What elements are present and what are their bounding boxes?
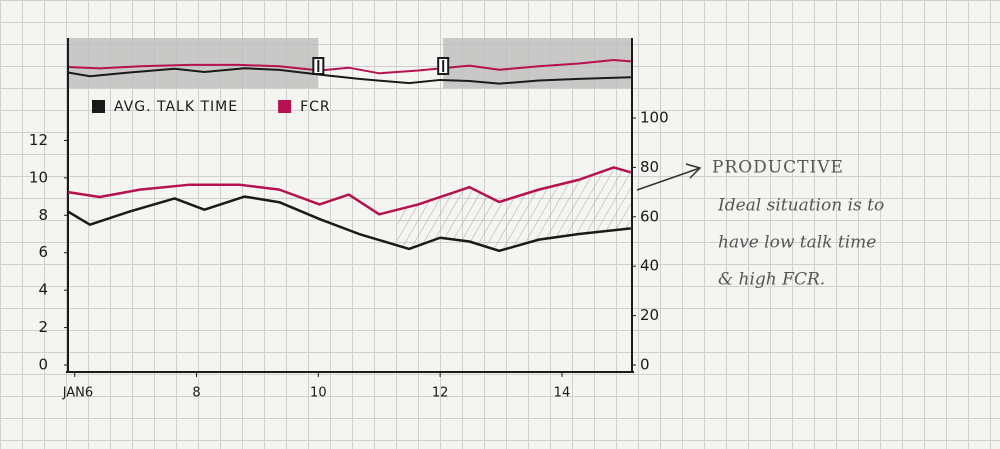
annotation-text: & high FCR. [718,270,825,290]
y-tick-label: 8 [38,206,48,224]
y-tick-label: 4 [38,281,48,299]
y2-tick-label: 100 [640,109,669,127]
y2-tick-label: 20 [640,306,659,324]
y-tick-label: 2 [38,318,48,336]
annotation-text: Ideal situation is to [717,196,884,216]
series-line [67,166,632,216]
navigator[interactable] [67,38,632,88]
navigator-line [67,58,631,75]
legend-swatch [92,100,105,113]
y-tick-label: 10 [29,168,48,186]
y2-tick-label: 0 [640,356,650,374]
y-tick-label: 6 [38,243,48,261]
annotation-text: have low talk time [718,233,876,253]
annotation-title: PRODUCTIVE [712,158,844,178]
highlight-area [397,167,631,251]
y2-tick-label: 60 [640,207,659,225]
navigator-mask [68,38,319,88]
legend-swatch [278,100,292,113]
x-tick-label: JAN6 [62,386,94,401]
x-tick-label: 12 [432,386,449,401]
series-line [67,195,631,253]
y2-tick-label: 80 [640,158,659,176]
annotation-arrow [636,167,701,191]
x-tick-label: 14 [554,386,571,401]
x-tick-label: 10 [310,386,327,401]
navigator-line [67,67,631,85]
annotation-arrowhead [685,163,702,179]
legend-label: FCR [300,99,331,115]
x-tick-label: 8 [192,386,200,401]
y2-tick-label: 40 [640,257,659,275]
y-tick-label: 0 [38,356,48,374]
legend-label: AVG. TALK TIME [114,99,238,115]
y-tick-label: 12 [29,131,48,149]
